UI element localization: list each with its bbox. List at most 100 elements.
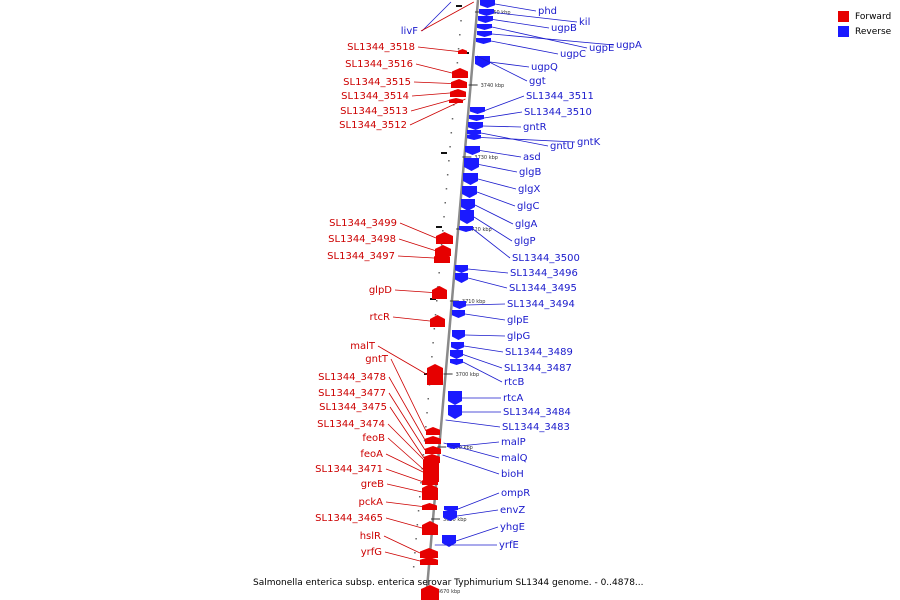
minor-dot — [426, 412, 428, 414]
minor-dot — [442, 230, 444, 232]
forward-leader — [385, 468, 423, 482]
forward-gene-label: malT — [350, 341, 376, 352]
reverse-gene-label: ugpB — [551, 23, 577, 34]
forward-gene — [425, 446, 441, 454]
forward-gene-label: yrfG — [361, 547, 382, 558]
legend-forward: Forward — [838, 9, 891, 24]
legend-forward-label: Forward — [855, 11, 892, 22]
forward-leader — [410, 100, 450, 112]
legend-reverse-label: Reverse — [855, 26, 892, 37]
forward-gene — [436, 232, 453, 244]
reverse-gene-label: SL1344_3494 — [507, 299, 575, 310]
forward-leader — [397, 255, 435, 259]
reverse-gene-label: ugpE — [589, 43, 614, 54]
reverse-gene — [444, 506, 458, 512]
forward-gene-label: SL1344_3499 — [329, 218, 397, 229]
forward-leader — [387, 423, 425, 461]
minor-dot — [443, 216, 445, 218]
reverse-gene-label: SL1344_3483 — [502, 422, 570, 433]
forward-gene-label: SL1344_3512 — [339, 120, 407, 131]
reverse-leader — [491, 26, 588, 49]
reverse-gene — [467, 135, 481, 140]
reverse-gene — [455, 265, 468, 273]
forward-swatch — [838, 11, 849, 22]
reverse-gene — [465, 146, 480, 155]
reverse-gene — [450, 359, 463, 365]
reverse-gene — [461, 199, 475, 211]
reverse-leader — [443, 442, 500, 459]
minor-dot — [415, 538, 417, 540]
reverse-gene-label: ggt — [529, 76, 546, 87]
forward-gene — [452, 68, 468, 78]
reverse-gene-label: glgA — [515, 219, 537, 230]
reverse-leader — [489, 61, 530, 68]
reverse-gene-label: gntR — [523, 122, 547, 133]
forward-leader — [386, 483, 423, 493]
reverse-gene-label: rtcA — [503, 393, 524, 404]
forward-gene-label: SL1344_3516 — [345, 59, 413, 70]
scale-label: 3670 kbp — [437, 589, 461, 595]
minor-dot — [414, 552, 416, 554]
legend-reverse: Reverse — [838, 24, 891, 39]
reverse-gene — [467, 130, 481, 136]
reverse-gene-label: glgB — [519, 167, 541, 178]
reverse-gene — [442, 535, 456, 547]
forward-gene-label: rtcR — [370, 312, 391, 323]
forward-leader — [392, 316, 431, 322]
minor-dot — [422, 454, 425, 456]
forward-gene-label: SL1344_3497 — [327, 251, 395, 262]
forward-gene-label: SL1344_3513 — [340, 106, 408, 117]
reverse-gene — [459, 226, 473, 232]
forward-gene — [422, 478, 438, 485]
reverse-leader — [473, 216, 513, 242]
reverse-gene — [448, 391, 462, 405]
reverse-leader — [457, 492, 500, 510]
reverse-leader — [462, 354, 503, 369]
reverse-gene-label: SL1344_3484 — [503, 407, 571, 418]
minor-dot — [448, 160, 450, 162]
reverse-leader — [445, 419, 501, 428]
forward-leader — [420, 1, 475, 32]
reverse-leader — [462, 361, 503, 383]
reverse-leader — [459, 441, 500, 447]
reverse-swatch — [838, 26, 849, 37]
forward-gene — [420, 548, 438, 558]
minor-dot — [416, 524, 419, 526]
forward-gene-label: SL1344_3465 — [315, 513, 383, 524]
forward-leader — [394, 289, 433, 293]
reverse-leader — [490, 40, 559, 55]
forward-gene — [449, 98, 463, 103]
minor-dot — [436, 300, 438, 302]
reverse-leader — [456, 509, 499, 517]
legend: Forward Reverse — [838, 9, 891, 39]
reverse-gene — [478, 16, 493, 23]
forward-gene — [450, 89, 466, 97]
minor-dot — [451, 118, 454, 120]
reverse-gene — [455, 273, 468, 283]
minor-dot — [438, 272, 440, 274]
reverse-leader — [476, 191, 516, 207]
forward-gene-label: livF — [401, 26, 418, 37]
forward-gene — [434, 253, 450, 263]
scale-label: 3710 kbp — [462, 299, 486, 305]
forward-gene — [451, 79, 467, 88]
forward-leader — [411, 92, 451, 97]
reverse-gene-label: SL1344_3510 — [524, 107, 592, 118]
reverse-gene-label: SL1344_3496 — [510, 268, 578, 279]
reverse-gene — [477, 31, 492, 37]
minor-dot — [459, 34, 461, 36]
reverse-gene-label: glgC — [517, 201, 539, 212]
reverse-gene-label: glgP — [514, 236, 536, 247]
reverse-gene-label: malP — [501, 437, 526, 448]
forward-gene — [422, 503, 437, 510]
forward-gene-label: SL1344_3471 — [315, 464, 383, 475]
forward-leader — [388, 376, 426, 441]
reverse-gene — [477, 24, 492, 30]
reverse-gene-label: gntU — [550, 141, 574, 152]
reverse-gene-label: ugpQ — [531, 62, 558, 73]
minor-dot — [433, 328, 436, 330]
reverse-gene — [469, 115, 484, 121]
minor-dot — [434, 314, 437, 316]
reverse-gene-label: rtcB — [504, 377, 525, 388]
